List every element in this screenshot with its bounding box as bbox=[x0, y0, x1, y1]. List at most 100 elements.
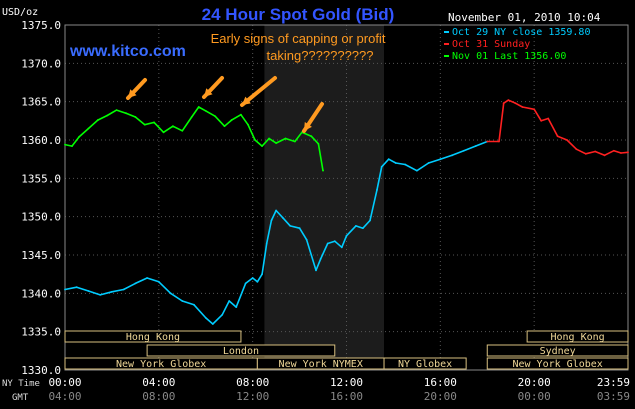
series-line bbox=[64, 106, 324, 171]
series-point bbox=[584, 152, 587, 155]
market-session-label: Sydney bbox=[540, 346, 576, 357]
series-point bbox=[514, 102, 517, 105]
series-point bbox=[261, 273, 263, 276]
series-point bbox=[333, 240, 336, 243]
y-tick-label: 1350.0 bbox=[21, 211, 61, 224]
series-point bbox=[486, 140, 489, 143]
plot-frame bbox=[64, 24, 629, 371]
series-point bbox=[575, 148, 578, 151]
series-point bbox=[556, 135, 559, 138]
series-point bbox=[310, 135, 313, 138]
annotation-arrow-head bbox=[304, 122, 312, 131]
series-point bbox=[115, 109, 118, 111]
x-tick-label-gmt: 03:59 bbox=[597, 390, 630, 403]
series-point bbox=[197, 106, 200, 108]
series-point bbox=[235, 306, 238, 309]
series-point bbox=[162, 131, 165, 134]
y-tick-label: 1330.0 bbox=[21, 364, 61, 377]
y-tick-label: 1365.0 bbox=[21, 96, 61, 109]
x-tick-label-gmt: 00:00 bbox=[518, 390, 551, 403]
x-tick-label-ny: 00:00 bbox=[48, 376, 81, 389]
series-point bbox=[270, 219, 273, 222]
series-point bbox=[122, 288, 125, 291]
series-point bbox=[275, 142, 278, 144]
x-tick-label-ny: 16:00 bbox=[424, 376, 457, 389]
series-point bbox=[230, 119, 233, 121]
series-point bbox=[143, 123, 146, 126]
series-point bbox=[96, 119, 99, 121]
series-point bbox=[251, 277, 254, 279]
series-point bbox=[362, 227, 364, 230]
series-point bbox=[64, 143, 66, 146]
series-point bbox=[275, 209, 278, 212]
x-tick-label-gmt: 04:00 bbox=[48, 390, 81, 403]
series-point bbox=[256, 280, 259, 283]
annotation-line-2: taking?????????? bbox=[267, 48, 374, 63]
series-point bbox=[319, 257, 322, 260]
series-point bbox=[134, 282, 137, 285]
series-point bbox=[261, 145, 263, 148]
market-session-label: NY Globex bbox=[398, 359, 452, 370]
series-point bbox=[415, 169, 418, 172]
series-point bbox=[221, 313, 224, 316]
series-point bbox=[540, 119, 543, 122]
market-session-label: New York Globex bbox=[116, 359, 206, 370]
market-session-bar bbox=[383, 357, 467, 370]
price-series bbox=[64, 99, 629, 325]
series-point bbox=[547, 117, 550, 120]
series-point bbox=[223, 125, 226, 128]
x-axis-ny-label: NY Time bbox=[2, 379, 40, 389]
series-point bbox=[603, 154, 606, 157]
series-point bbox=[111, 290, 113, 293]
y-tick-label: 1345.0 bbox=[21, 249, 61, 262]
series-point bbox=[474, 145, 477, 148]
nymex-session-shading bbox=[264, 25, 385, 370]
series-point bbox=[315, 269, 317, 272]
x-tick-label-ny: 04:00 bbox=[142, 376, 175, 389]
series-point bbox=[240, 113, 242, 116]
series-point bbox=[369, 219, 371, 222]
annotation-line-1: Early signs of capping or profit bbox=[211, 31, 386, 46]
market-session-label: New York NYMEX bbox=[279, 359, 363, 370]
y-tick-label: 1355.0 bbox=[21, 172, 61, 185]
series-point bbox=[498, 140, 500, 143]
series-point bbox=[326, 242, 329, 245]
series-point bbox=[566, 139, 568, 141]
series-point bbox=[193, 303, 195, 306]
series-point bbox=[533, 108, 536, 111]
series-point bbox=[404, 163, 407, 166]
series-point bbox=[380, 165, 383, 168]
legend-entry: Nov 01 Last 1356.00 bbox=[452, 51, 566, 62]
series-point bbox=[190, 116, 193, 118]
series-point bbox=[521, 106, 524, 108]
annotation-arrow-head bbox=[242, 96, 251, 105]
site-watermark: www.kitco.com bbox=[69, 43, 186, 60]
market-session-label: Hong Kong bbox=[550, 332, 604, 343]
series-point bbox=[340, 246, 343, 249]
market-session-label: London bbox=[223, 346, 259, 357]
series-point bbox=[78, 136, 80, 138]
series-point bbox=[507, 99, 510, 102]
market-session-bar bbox=[486, 357, 629, 370]
series-point bbox=[106, 114, 109, 117]
series-point bbox=[64, 288, 66, 291]
market-session-bar bbox=[64, 330, 242, 343]
series-point bbox=[387, 158, 390, 161]
x-tick-label-gmt: 12:00 bbox=[236, 390, 269, 403]
y-tick-label: 1360.0 bbox=[21, 134, 61, 147]
y-tick-label: 1375.0 bbox=[21, 19, 61, 32]
series-point bbox=[211, 323, 214, 325]
series-point bbox=[153, 121, 156, 124]
series-point bbox=[87, 290, 90, 292]
series-point bbox=[71, 145, 73, 148]
series-point bbox=[354, 224, 357, 227]
series-point bbox=[146, 277, 149, 279]
y-tick-label: 1370.0 bbox=[21, 57, 61, 70]
x-tick-label-ny: 12:00 bbox=[330, 376, 363, 389]
series-point bbox=[613, 149, 615, 152]
x-tick-label-ny: 20:00 bbox=[518, 376, 551, 389]
chart-title: 24 Hour Spot Gold (Bid) bbox=[202, 5, 395, 24]
